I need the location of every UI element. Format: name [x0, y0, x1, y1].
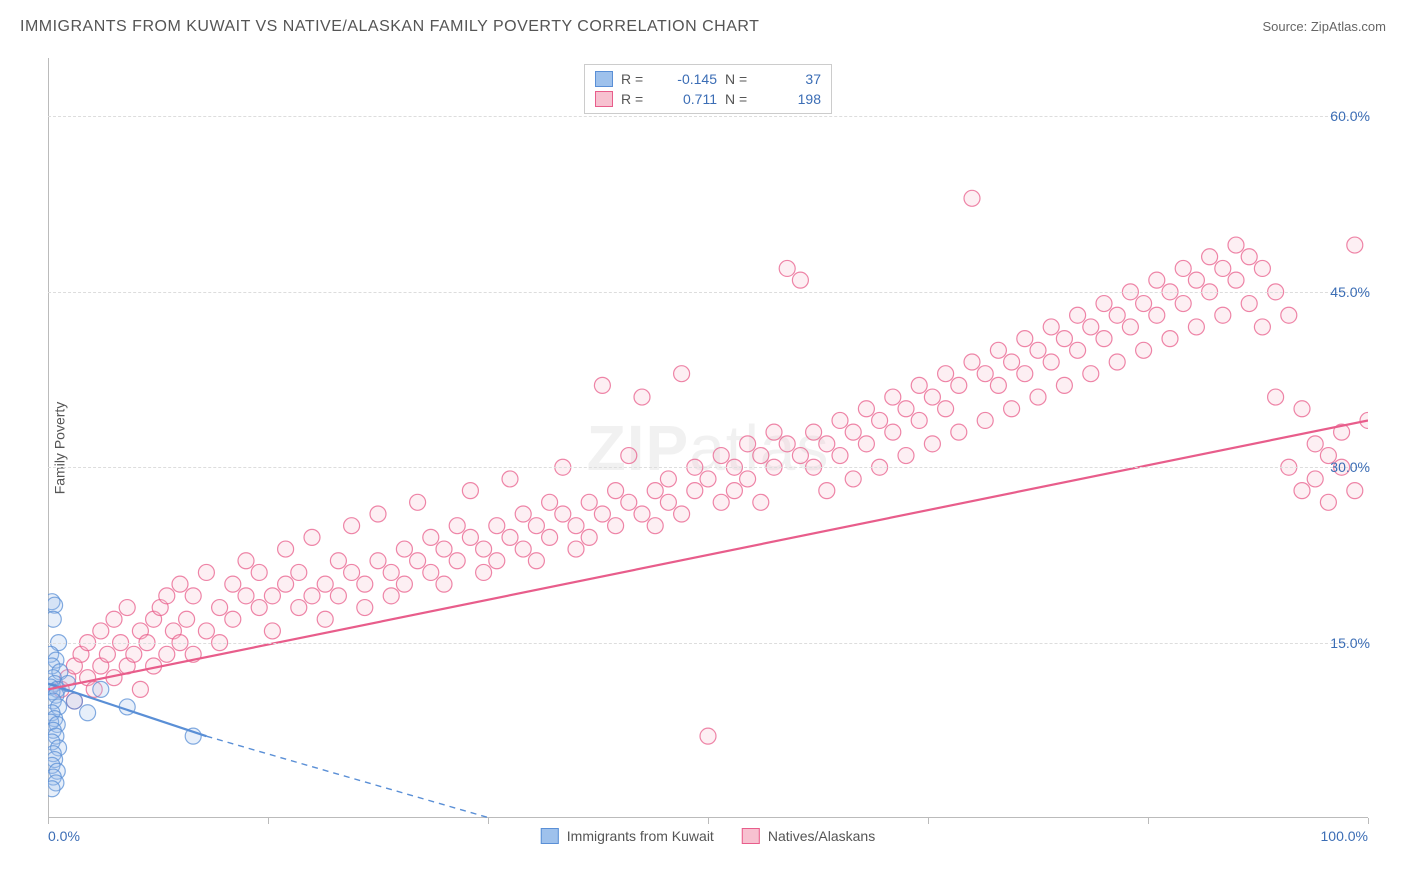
legend-swatch-0	[595, 71, 613, 87]
series-legend-swatch-1	[742, 828, 760, 844]
gridline-y	[48, 292, 1368, 293]
legend-swatch-1	[595, 91, 613, 107]
gridline-y	[48, 467, 1368, 468]
legend-r-value-0: -0.145	[657, 69, 717, 89]
legend-n-value-1: 198	[761, 89, 821, 109]
correlation-legend-row-1: R = 0.711 N = 198	[595, 89, 821, 109]
gridline-y	[48, 643, 1368, 644]
legend-r-label-1: R =	[621, 89, 649, 109]
y-tick-label: 60.0%	[1330, 108, 1370, 124]
legend-r-label-0: R =	[621, 69, 649, 89]
source-name: ZipAtlas.com	[1311, 19, 1386, 34]
series-legend-item-1: Natives/Alaskans	[742, 828, 875, 844]
series-legend-label-1: Natives/Alaskans	[768, 828, 875, 844]
x-tick-label: 0.0%	[48, 828, 80, 844]
y-tick-label: 15.0%	[1330, 635, 1370, 651]
chart-area: Family Poverty ZIPatlas R = -0.145 N = 3…	[48, 58, 1368, 838]
x-tick	[708, 818, 709, 824]
x-tick	[1148, 818, 1149, 824]
x-tick	[1368, 818, 1369, 824]
series-legend: Immigrants from Kuwait Natives/Alaskans	[541, 828, 875, 844]
x-tick	[488, 818, 489, 824]
source-prefix: Source:	[1262, 19, 1310, 34]
x-tick	[928, 818, 929, 824]
y-tick-label: 45.0%	[1330, 284, 1370, 300]
legend-r-value-1: 0.711	[657, 89, 717, 109]
source-attribution: Source: ZipAtlas.com	[1262, 19, 1386, 34]
x-tick	[48, 818, 49, 824]
x-tick-label: 100.0%	[1321, 828, 1368, 844]
series-legend-item-0: Immigrants from Kuwait	[541, 828, 714, 844]
series-legend-label-0: Immigrants from Kuwait	[567, 828, 714, 844]
x-tick	[268, 818, 269, 824]
y-tick-label: 30.0%	[1330, 459, 1370, 475]
chart-header: IMMIGRANTS FROM KUWAIT VS NATIVE/ALASKAN…	[20, 18, 1386, 36]
gridline-y	[48, 116, 1368, 117]
series-legend-swatch-0	[541, 828, 559, 844]
chart-title: IMMIGRANTS FROM KUWAIT VS NATIVE/ALASKAN…	[20, 18, 759, 36]
correlation-legend-row-0: R = -0.145 N = 37	[595, 69, 821, 89]
legend-n-label-1: N =	[725, 89, 753, 109]
correlation-legend: R = -0.145 N = 37 R = 0.711 N = 198	[584, 64, 832, 114]
scatter-plot-svg	[48, 58, 1368, 818]
legend-n-value-0: 37	[761, 69, 821, 89]
legend-n-label-0: N =	[725, 69, 753, 89]
